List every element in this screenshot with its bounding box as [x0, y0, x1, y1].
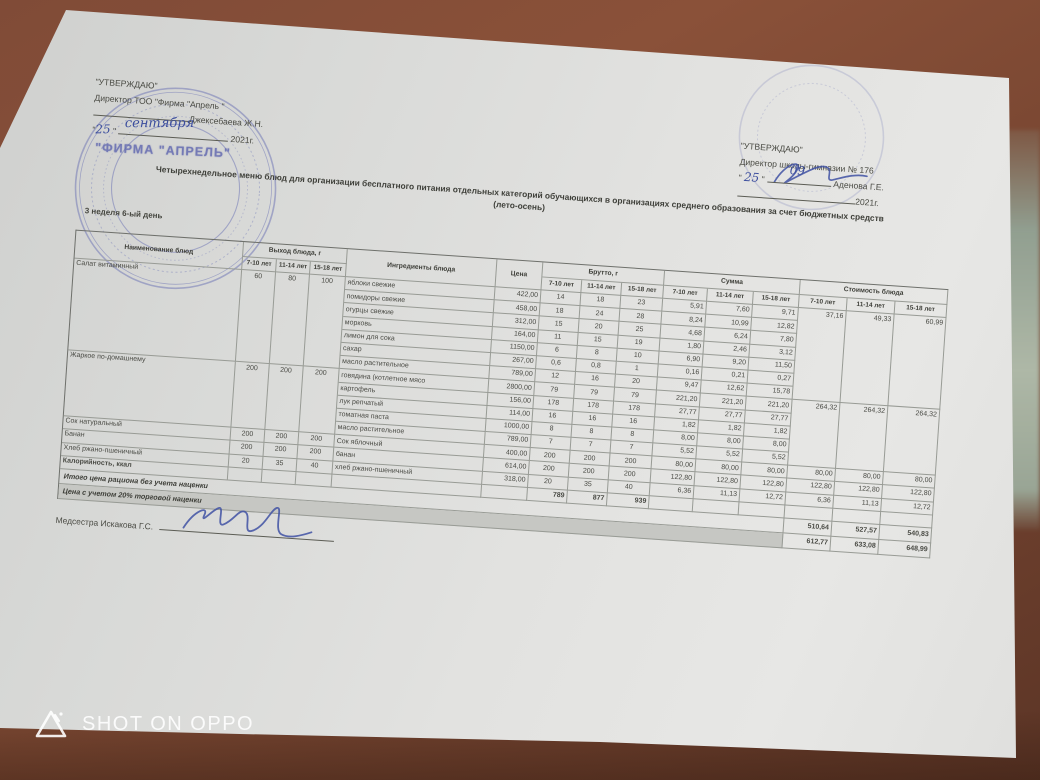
table-cell: 264,32 — [835, 403, 889, 473]
date-underline-right: 09 — [766, 163, 832, 187]
approval-block-right: "УТВЕРЖДАЮ" Директор школы-гимназии № 17… — [737, 139, 887, 212]
table-cell: 37,16 — [792, 307, 847, 404]
watermark-text: SHOT ON OPPO — [82, 712, 255, 735]
table-cell: 49,33 — [840, 311, 895, 407]
handwritten-month-left: сентября — [125, 115, 195, 131]
approval-block-left: "УТВЕРЖДАЮ" Директор ТОО "Фирма "Апрель … — [92, 75, 266, 161]
camera-watermark: SHOT ON OPPO — [34, 708, 254, 740]
table-cell: 200 — [265, 364, 304, 433]
table-cell: 633,08 — [830, 536, 880, 555]
table-cell: 264,32 — [883, 406, 941, 476]
director-name-left: Джексебаева Ж.Н. — [188, 114, 264, 130]
table-cell: Цена — [495, 259, 544, 291]
table-cell: 612,77 — [782, 533, 832, 552]
oppo-logo-icon — [35, 710, 67, 738]
table-cell: 200 — [231, 362, 270, 431]
year-left: 2021г. — [230, 133, 255, 146]
director-name-right: Аденова Г.Е. — [832, 179, 885, 193]
table-cell: Салат витаминный — [68, 258, 243, 363]
table-cell: 264,32 — [788, 400, 841, 470]
table-cell: 200 — [299, 366, 340, 435]
table-cell: 60,99 — [888, 314, 947, 411]
year-right: 2021г. — [854, 196, 880, 208]
handwritten-day-right: 25 — [743, 169, 760, 185]
handwritten-day-left: 25 — [95, 121, 111, 136]
table-cell: Жаркое по-домашнему — [63, 350, 236, 428]
handwritten-month-right: 09 — [789, 163, 806, 179]
